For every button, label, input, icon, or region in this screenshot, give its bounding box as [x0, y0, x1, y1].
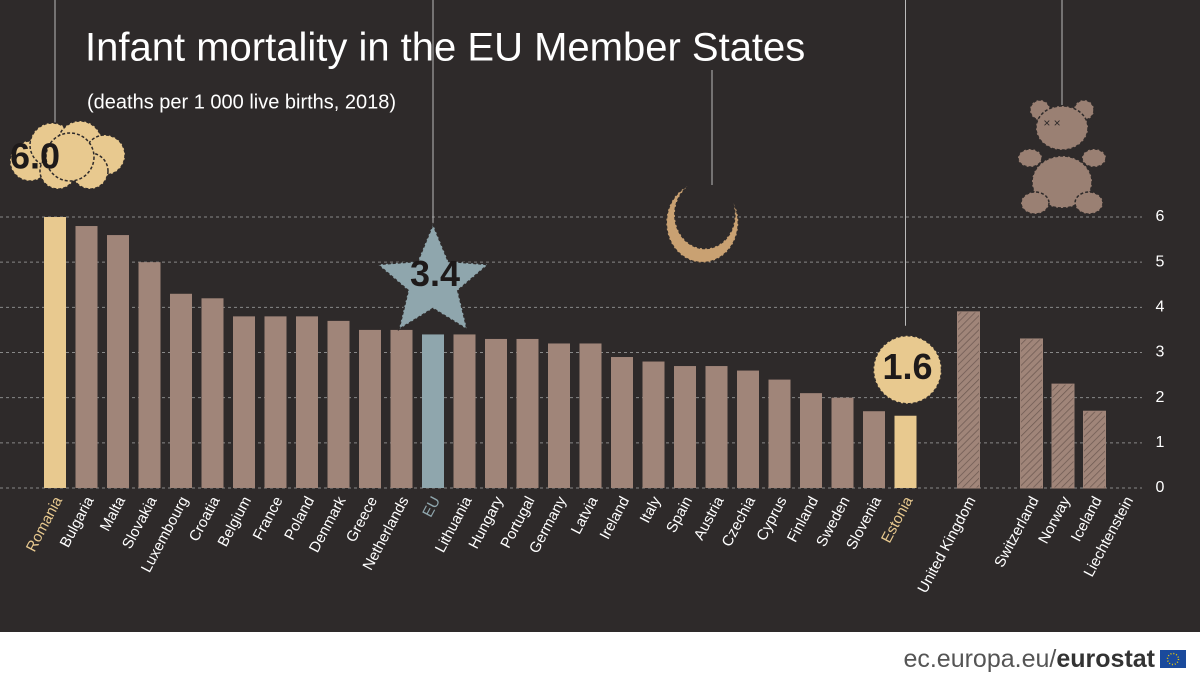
bar [107, 235, 129, 488]
bar [611, 357, 633, 488]
bar [548, 343, 570, 488]
bar [485, 338, 507, 488]
decorations: × × [665, 0, 1107, 264]
chart-subtitle: (deaths per 1 000 live births, 2018) [87, 91, 396, 113]
footer-background [0, 632, 1200, 675]
bar [1020, 338, 1043, 489]
bar [422, 334, 444, 488]
grid [0, 216, 1142, 489]
bar [453, 334, 476, 488]
bar [390, 329, 413, 488]
circle-shape [872, 334, 943, 405]
chart-title: Infant mortality in the EU Member States [85, 26, 805, 70]
bar [264, 316, 287, 488]
value-label: 1.6 [882, 346, 932, 387]
svg-text:× ×: × × [1043, 116, 1060, 130]
bar [863, 411, 885, 488]
bar [579, 343, 602, 488]
y-tick-label: 5 [1156, 253, 1165, 270]
y-tick-label: 4 [1156, 299, 1165, 316]
footer-site: ec.europa.eu/ [903, 645, 1056, 673]
cloud-shape [45, 132, 95, 182]
bar [138, 262, 161, 488]
bar [894, 415, 917, 488]
bar [170, 293, 192, 488]
y-tick-label: 3 [1156, 344, 1165, 361]
y-tick-label: 2 [1156, 389, 1165, 406]
bar [296, 316, 318, 488]
value-label: 3.4 [410, 253, 460, 294]
bar [44, 217, 66, 488]
footer-brand: eurostat [1056, 645, 1155, 673]
bar [800, 393, 822, 488]
star-shape [375, 222, 491, 331]
bar [1051, 383, 1075, 489]
bar [768, 379, 791, 488]
y-tick-label: 6 [1156, 208, 1165, 225]
bar [957, 311, 980, 489]
bar [831, 397, 854, 488]
bar [201, 298, 224, 488]
bar [327, 320, 350, 488]
bar [737, 370, 759, 488]
value-label: 6.0 [10, 136, 60, 177]
bar [674, 366, 696, 488]
bar [642, 361, 665, 488]
bar [516, 338, 539, 488]
footer-source: ec.europa.eu/eurostat [903, 645, 1155, 673]
y-tick-label: 0 [1156, 479, 1165, 496]
bar [1083, 410, 1106, 489]
chart-background [0, 0, 1200, 632]
bar [75, 226, 98, 489]
bar [359, 329, 381, 488]
bar [233, 316, 255, 488]
y-tick-label: 1 [1156, 434, 1165, 451]
eu-flag [1160, 650, 1186, 668]
bar [705, 366, 728, 488]
